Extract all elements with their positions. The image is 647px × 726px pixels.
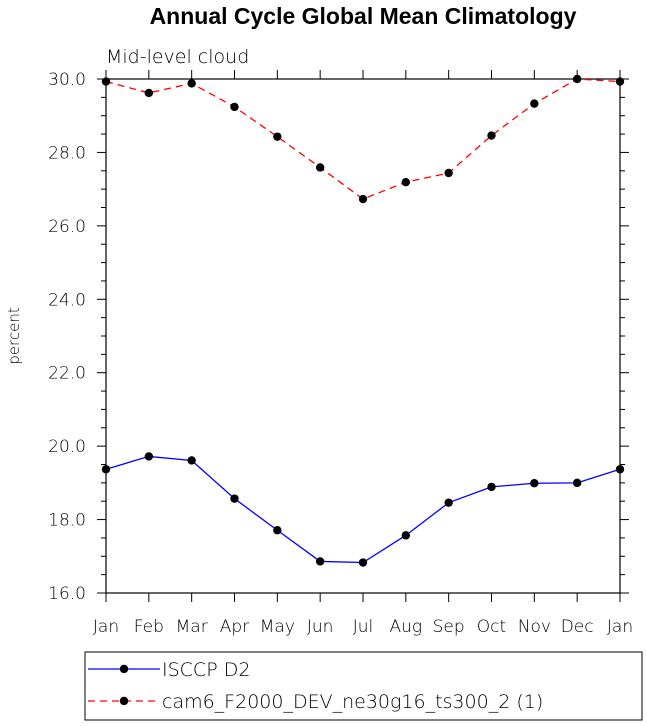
data-point <box>273 132 282 141</box>
series-0 <box>101 452 625 567</box>
data-point <box>315 557 325 566</box>
legend-marker-cam6 <box>119 696 129 706</box>
data-point <box>487 482 496 492</box>
y-tick-label: 28.0 <box>48 143 86 163</box>
plot-frame <box>105 78 621 594</box>
data-point <box>358 194 368 204</box>
x-tick-label: Dec <box>561 617 594 637</box>
legend-marker-isccp <box>119 664 129 674</box>
data-point <box>187 456 196 465</box>
data-point <box>487 131 496 140</box>
series-layer <box>101 74 625 567</box>
x-tick-label: Aug <box>390 617 423 637</box>
data-point <box>101 465 111 474</box>
x-tick-label: Jan <box>607 617 633 637</box>
x-tick-label: Jun <box>307 617 334 637</box>
data-point <box>615 77 625 86</box>
x-tick-label: May <box>260 617 295 637</box>
data-point <box>144 88 154 98</box>
x-tick-label: Nov <box>518 617 551 637</box>
legend-box <box>84 651 643 721</box>
data-point <box>444 498 453 507</box>
y-axis-label: percent <box>5 307 23 365</box>
y-tick-label: 16.0 <box>48 584 86 604</box>
x-tick-labels: Jan Feb Mar Apr May Jun Jul Aug Sep Oct Nov Dec Jan <box>93 617 633 637</box>
legend: ISCCP D2 cam6_F2000_DEV_ne30g16_ts300_2 … <box>84 651 643 721</box>
legend-label-isccp: ISCCP D2 <box>162 659 250 681</box>
data-point <box>315 163 325 172</box>
data-point <box>358 558 368 567</box>
x-tick-label: Jul <box>353 617 374 637</box>
chart-title: Annual Cycle Global Mean Climatology <box>150 3 577 29</box>
y-tick-labels: 16.0 18.0 20.0 22.0 24.0 26.0 28.0 30.0 <box>48 70 86 604</box>
series-1 <box>101 74 625 204</box>
y-tick-label: 24.0 <box>48 290 86 310</box>
y-tick-label: 26.0 <box>48 217 86 237</box>
y-tick-label: 20.0 <box>48 437 86 457</box>
data-point <box>273 526 282 535</box>
data-point <box>230 102 239 112</box>
series-line <box>105 455 621 564</box>
x-tick-label: Mar <box>176 617 208 637</box>
x-tick-label: Feb <box>134 617 164 637</box>
data-point <box>401 531 411 540</box>
data-point <box>401 177 411 187</box>
y-tick-label: 18.0 <box>48 511 86 531</box>
legend-label-cam6: cam6_F2000_DEV_ne30g16_ts300_2 (1) <box>162 691 543 713</box>
data-point <box>187 79 196 88</box>
x-tick-label: Jan <box>93 617 119 637</box>
x-tick-label: Apr <box>220 617 249 637</box>
data-point <box>144 452 154 461</box>
data-point <box>615 465 625 474</box>
data-point <box>572 74 582 84</box>
chart-subtitle: Mid-level cloud <box>106 46 249 68</box>
x-tick-label: Sep <box>433 617 465 637</box>
series-line <box>105 78 621 200</box>
y-tick-label: 22.0 <box>48 364 86 384</box>
data-point <box>230 494 239 503</box>
x-tick-label: Oct <box>477 617 506 637</box>
data-point <box>530 99 539 108</box>
axis-ticks <box>97 70 629 602</box>
data-point <box>572 478 582 488</box>
data-point <box>444 168 453 178</box>
data-point <box>530 479 539 488</box>
y-tick-label: 30.0 <box>48 70 86 90</box>
data-point <box>101 77 111 86</box>
